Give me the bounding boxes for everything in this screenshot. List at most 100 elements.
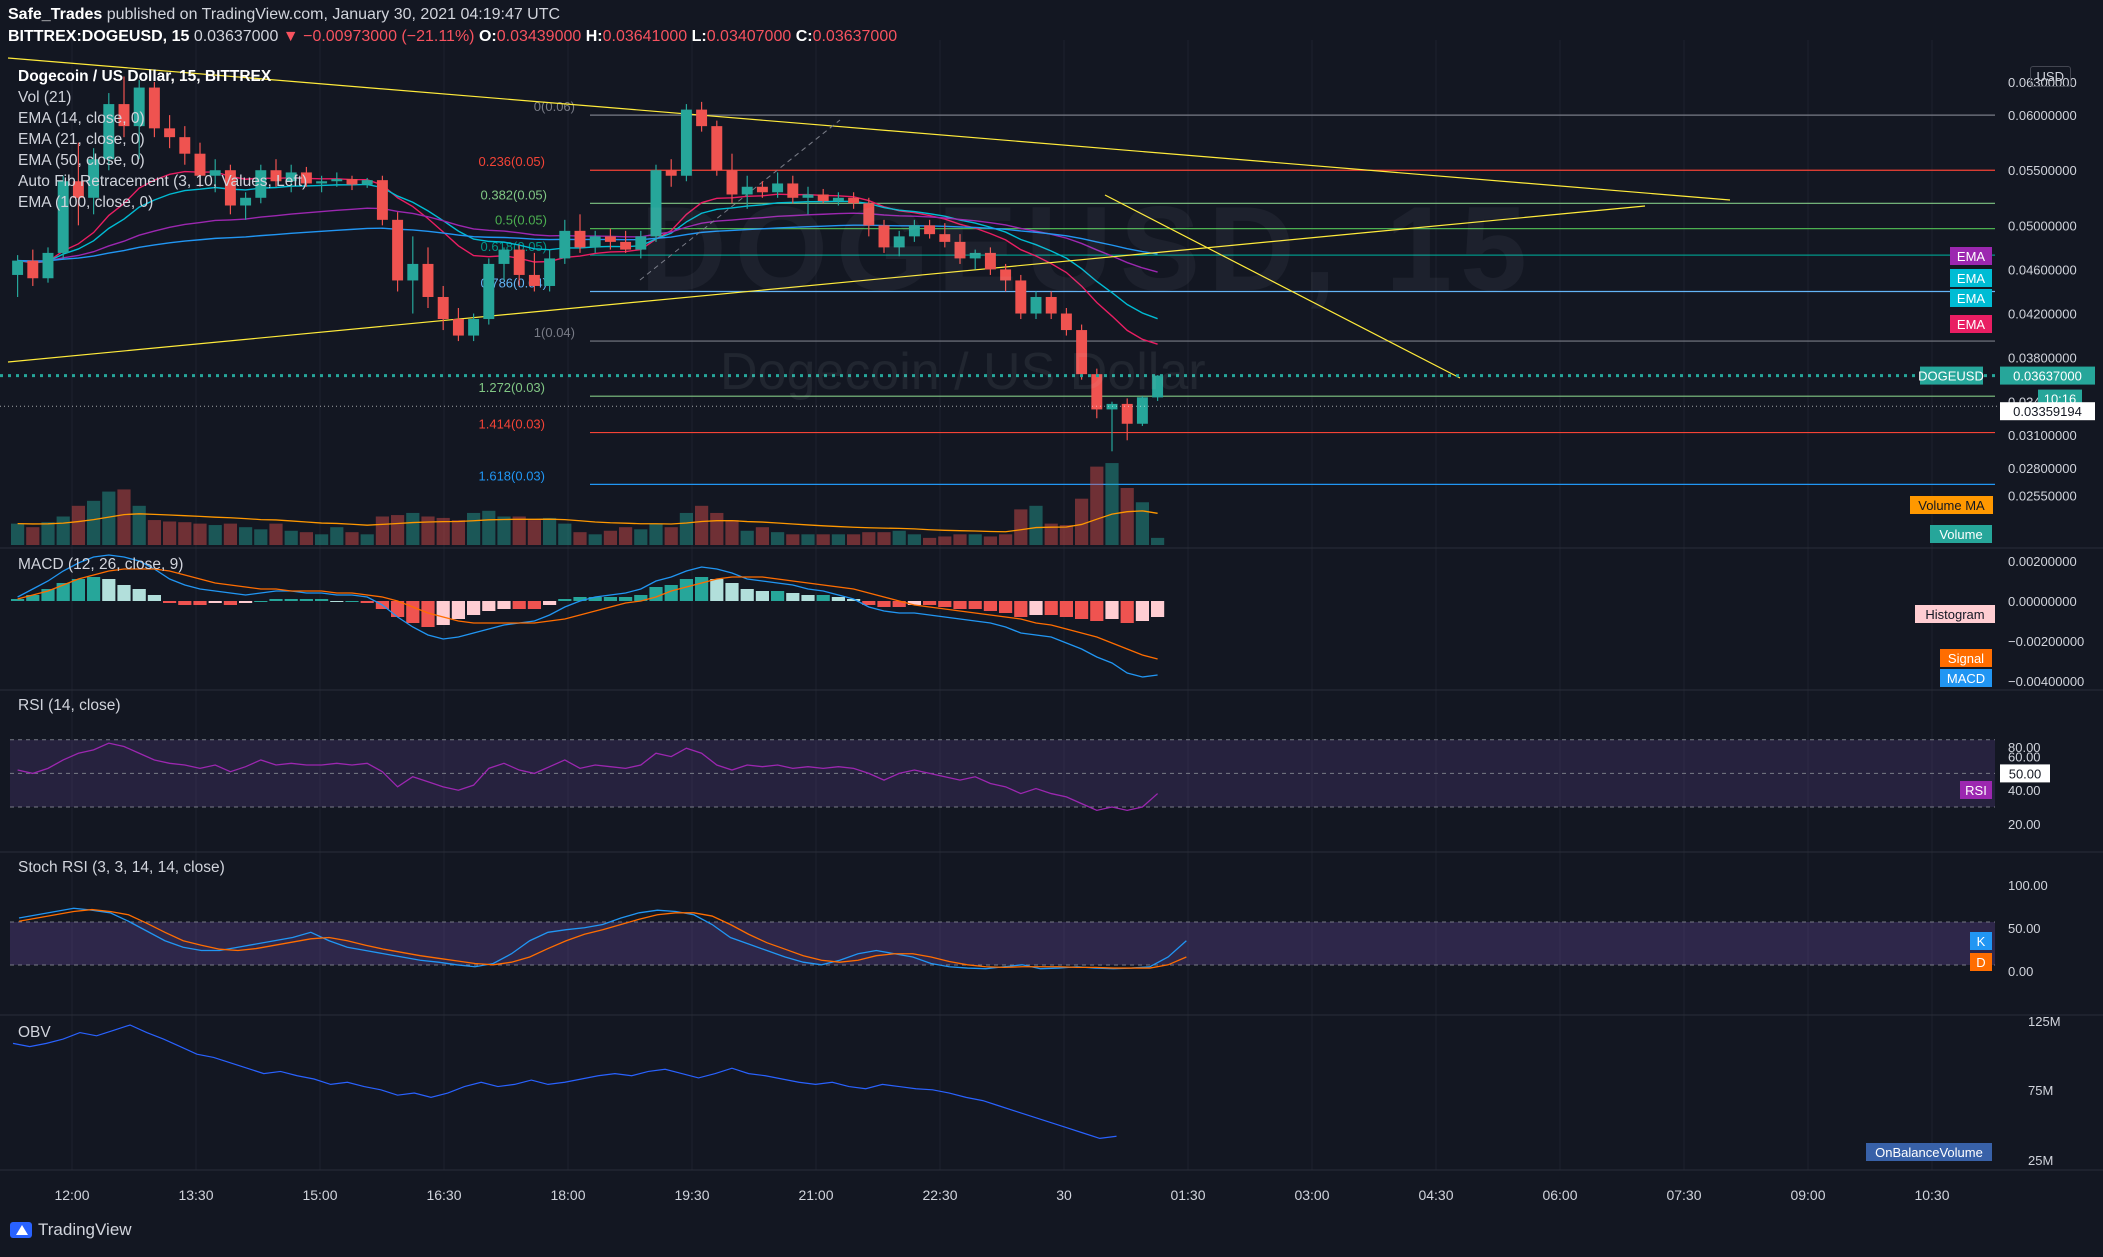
macd-histogram-bar (421, 601, 435, 627)
candle-body (939, 234, 951, 242)
time-axis-tick: 18:00 (550, 1187, 585, 1203)
candle-body (1121, 403, 1133, 424)
candle-body (483, 263, 495, 320)
volume-bar (1059, 525, 1073, 545)
price-axis-tick: 0.05500000 (2008, 163, 2077, 178)
macd-histogram-bar (1029, 601, 1043, 615)
time-axis-tick: 15:00 (302, 1187, 337, 1203)
volume-bar (679, 512, 693, 545)
volume-bar (330, 527, 344, 545)
volume-bar (102, 491, 116, 545)
chart-title[interactable]: Dogecoin / US Dollar, 15, BITTREX (18, 68, 272, 85)
macd-histogram-bar (543, 601, 557, 605)
volume-bar (208, 525, 222, 545)
indicator-ema21[interactable]: EMA (21, close, 0) (18, 131, 145, 148)
indicator-ema50[interactable]: EMA (50, close, 0) (18, 152, 145, 169)
macd-histogram-bar (983, 601, 997, 611)
volume-bar (56, 516, 70, 545)
candle-body (209, 170, 221, 176)
stoch-d-tag-bg (1970, 953, 1992, 971)
fib-level-label: 1.618(0.03) (479, 468, 546, 483)
candle-body (969, 252, 981, 259)
macd-histogram-bar (1044, 601, 1058, 615)
publish-info: Safe_Trades published on TradingView.com… (8, 6, 560, 24)
macd-histogram-bar (391, 601, 405, 617)
watermark-symbol: DOGEUSD, 15 (640, 182, 1535, 316)
candle-body (346, 179, 358, 185)
candle-body (893, 236, 905, 248)
signal-line (17, 568, 1158, 660)
price-axis-tick: 0.04200000 (2008, 307, 2077, 322)
candle-body (802, 194, 814, 198)
currency-label[interactable]: USD (2029, 66, 2071, 87)
fib-level-label: 0.382(0.05) (481, 187, 548, 202)
candle-body (392, 219, 404, 281)
pane-title-macd[interactable]: MACD (12, 26, close, 9) (18, 556, 184, 573)
candle-body (1015, 280, 1027, 314)
candle-body (635, 236, 647, 250)
fib-level-label: 1(0.04) (534, 325, 575, 340)
price-change: −0.00973000 (−21.11%) (303, 28, 475, 45)
pane-title-obv[interactable]: OBV (18, 1024, 51, 1041)
macd-histogram-bar (451, 601, 465, 619)
candle-body (164, 128, 176, 138)
candle-body (832, 197, 844, 202)
volume-bar (284, 530, 298, 545)
volume-bar (527, 520, 541, 545)
author-name[interactable]: Safe_Trades (8, 6, 103, 23)
obv-tag-bg (1866, 1143, 1992, 1161)
volume-bar (315, 534, 329, 545)
indicator-vol[interactable]: Vol (21) (18, 89, 72, 106)
volume-ma-tag-bg (1910, 496, 1993, 514)
candle-body (1152, 375, 1164, 398)
macd-histogram-bar (786, 593, 800, 601)
macd-histogram-bar (406, 601, 420, 623)
candle-body (103, 104, 115, 160)
stoch-axis-tick: 0.00 (2008, 964, 2033, 979)
macd-histogram-bar (512, 601, 526, 609)
time-axis-tick: 01:30 (1170, 1187, 1205, 1203)
macd-histogram-bar (801, 595, 815, 601)
macd-histogram-bar (223, 601, 237, 605)
volume-bar (1151, 537, 1165, 545)
candle-body (513, 249, 525, 275)
volume-bar (299, 532, 313, 545)
macd-tag-bg (1940, 669, 1992, 687)
last-price-tag: 0.03637000 (2013, 369, 2082, 384)
macd-histogram-bar (999, 601, 1013, 613)
ema-tag: EMA (1957, 317, 1986, 332)
macd-histogram-bar (892, 601, 906, 607)
macd-histogram-bar (1120, 601, 1134, 623)
candle-body (422, 263, 434, 297)
volume-bar (512, 516, 526, 545)
volume-bar (573, 532, 587, 545)
time-axis-tick: 09:00 (1790, 1187, 1825, 1203)
fib-level-label: 0(0.06) (534, 99, 575, 114)
macd-histogram-bar (299, 599, 313, 601)
symbol-ohlc-bar: BITTREX:DOGEUSD, 15 0.03637000 ▼ −0.0097… (8, 28, 898, 45)
stoch-d-tag: D (1976, 955, 1985, 970)
rsi-mid-tag: 50.00 (2009, 766, 2042, 781)
stoch-k-tag-bg (1970, 932, 1992, 950)
indicator-ema100[interactable]: EMA (100, close, 0) (18, 194, 154, 211)
symbol-name[interactable]: BITTREX:DOGEUSD, 15 (8, 28, 190, 45)
macd-histogram-bar (588, 597, 602, 601)
indicator-fib[interactable]: Auto Fib Retracement (3, 10, Values, Lef… (18, 173, 308, 190)
symbol-tag-bg (1920, 366, 1983, 385)
macd-histogram-bar (1090, 601, 1104, 621)
time-axis-tick: 10:30 (1914, 1187, 1949, 1203)
indicator-ema14[interactable]: EMA (14, close, 0) (18, 110, 145, 127)
stoch-k-tag: K (1977, 934, 1986, 949)
pane-title-rsi[interactable]: RSI (14, close) (18, 697, 121, 714)
macd-histogram-bar (315, 599, 329, 601)
volume-bar (451, 520, 465, 545)
volume-bar (786, 534, 800, 545)
stoch-d-line (18, 908, 1187, 969)
volume-bar (223, 523, 237, 545)
macd-histogram-bar (132, 589, 146, 601)
candle-body (787, 183, 799, 198)
brand[interactable]: TradingView (10, 1220, 132, 1240)
macd-histogram-bar (102, 579, 116, 601)
pane-title-stoch[interactable]: Stoch RSI (3, 3, 14, 14, close) (18, 859, 225, 876)
